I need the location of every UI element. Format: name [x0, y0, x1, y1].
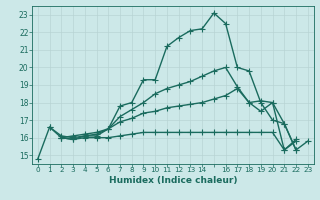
X-axis label: Humidex (Indice chaleur): Humidex (Indice chaleur)	[108, 176, 237, 185]
